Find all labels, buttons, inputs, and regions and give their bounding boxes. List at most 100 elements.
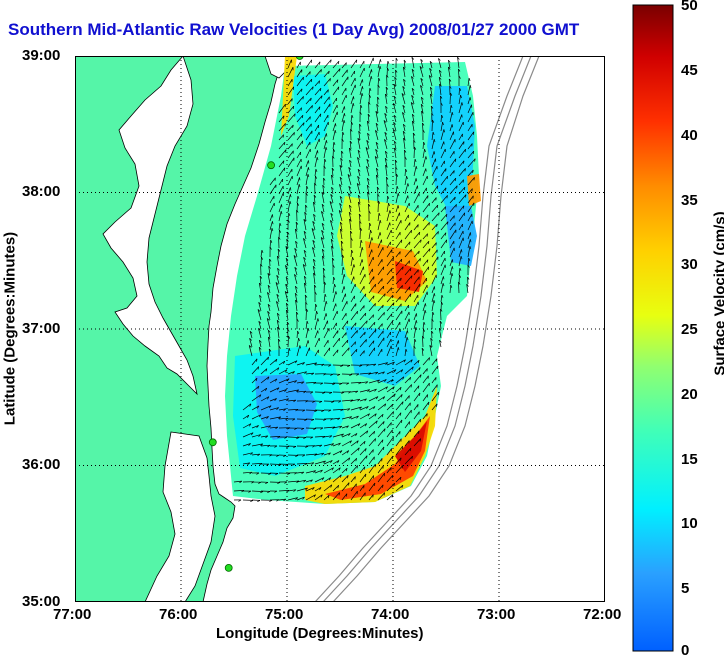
velocity-arrow (233, 490, 245, 492)
velocity-arrow (321, 249, 325, 258)
velocity-arrowhead (267, 304, 271, 307)
velocity-arrow (377, 96, 379, 105)
velocity-arrowhead (410, 249, 412, 253)
velocity-arrowhead (310, 97, 312, 101)
velocity-arrow (429, 94, 433, 105)
velocity-arrowhead (314, 284, 317, 288)
velocity-arrow (395, 419, 403, 429)
velocity-arrow (395, 296, 401, 303)
velocity-arrowhead (347, 174, 351, 177)
velocity-arrowhead (296, 389, 300, 393)
velocity-arrow (431, 384, 438, 393)
velocity-arrow (431, 197, 437, 204)
velocity-arrowhead (401, 485, 404, 489)
velocity-arrow (269, 436, 281, 438)
velocity-arrow (395, 285, 403, 294)
velocity-arrowhead (302, 454, 306, 457)
velocity-arrow (422, 222, 430, 231)
velocity-arrow (368, 438, 376, 447)
velocity-arrow (296, 114, 304, 123)
velocity-arrow (331, 246, 334, 258)
velocity-arrowhead (449, 85, 452, 89)
velocity-arrowhead (312, 400, 316, 403)
velocity-arrowhead (337, 417, 341, 421)
velocity-arrow (395, 277, 402, 285)
velocity-arrow (314, 487, 322, 492)
velocity-arrowhead (441, 294, 444, 298)
velocity-arrow (393, 122, 397, 132)
velocity-arrowhead (385, 164, 388, 168)
velocity-arrowhead (463, 160, 465, 164)
velocity-arrowhead (339, 184, 342, 187)
velocity-arrowhead (346, 382, 350, 385)
velocity-arrow (349, 140, 352, 150)
velocity-arrow (350, 59, 358, 69)
colorbar-tick: 15 (681, 451, 698, 468)
velocity-arrow (260, 356, 269, 366)
velocity-arrow (323, 294, 326, 303)
velocity-arrow (260, 405, 272, 411)
velocity-arrowhead (355, 390, 359, 394)
velocity-arrowhead (357, 176, 360, 179)
velocity-arrow (305, 86, 314, 96)
velocity-arrowhead (383, 120, 387, 123)
velocity-arrow (440, 221, 449, 231)
velocity-arrowhead (415, 327, 418, 331)
velocity-arrowhead (419, 66, 423, 69)
velocity-arrowhead (306, 185, 309, 189)
velocity-arrowhead (366, 166, 369, 169)
velocity-arrowhead (383, 312, 385, 316)
velocity-arrowhead (354, 341, 356, 345)
velocity-arrowhead (366, 406, 369, 410)
velocity-arrowhead (307, 174, 310, 178)
velocity-arrowhead (410, 230, 412, 234)
velocity-arrowhead (381, 414, 384, 418)
velocity-arrow (449, 259, 453, 267)
velocity-arrow (323, 133, 327, 141)
xtick-label: 77:00 (53, 606, 92, 623)
velocity-arrow (323, 320, 328, 330)
velocity-arrow (332, 142, 335, 150)
velocity-arrowhead (408, 440, 410, 444)
velocity-arrow (359, 413, 370, 420)
velocity-arrow (359, 274, 366, 285)
velocity-arrow (359, 466, 366, 474)
velocity-arrow (467, 97, 471, 105)
velocity-arrow (366, 178, 370, 186)
velocity-arrowhead (294, 292, 298, 296)
velocity-arrowhead (425, 156, 427, 160)
velocity-arrow (377, 285, 385, 294)
velocity-arrow (267, 273, 271, 285)
velocity-arrowhead (365, 147, 369, 150)
velocity-arrow (458, 141, 465, 150)
velocity-arrow (359, 430, 369, 438)
velocity-arrowhead (325, 313, 328, 317)
velocity-arrowhead (329, 392, 333, 395)
velocity-arrowhead (395, 57, 398, 61)
velocity-arrowhead (277, 482, 281, 485)
velocity-arrowhead (354, 476, 356, 480)
velocity-arrowhead (368, 101, 371, 105)
velocity-arrowhead (308, 167, 310, 171)
velocity-arrow (359, 485, 365, 492)
velocity-arrow (260, 376, 270, 384)
velocity-arrow (394, 77, 397, 87)
velocity-arrow (440, 195, 448, 204)
velocity-arrow (350, 483, 357, 492)
velocity-arrowhead (315, 168, 318, 173)
velocity-arrow (467, 112, 474, 123)
velocity-arrowhead (327, 495, 330, 499)
velocity-arrow (287, 212, 290, 222)
velocity-arrow (395, 193, 399, 204)
velocity-arrow (413, 193, 420, 204)
colorbar-tick: 50 (681, 0, 698, 14)
velocity-arrow (278, 211, 282, 222)
velocity-arrowhead (326, 133, 328, 137)
velocity-arrowhead (338, 442, 341, 446)
velocity-arrow (377, 77, 380, 87)
velocity-arrow (296, 76, 304, 87)
velocity-arrow (350, 70, 355, 78)
velocity-arrowhead (321, 191, 325, 195)
velocity-arrowhead (337, 79, 339, 83)
velocity-arrowhead (362, 86, 364, 90)
